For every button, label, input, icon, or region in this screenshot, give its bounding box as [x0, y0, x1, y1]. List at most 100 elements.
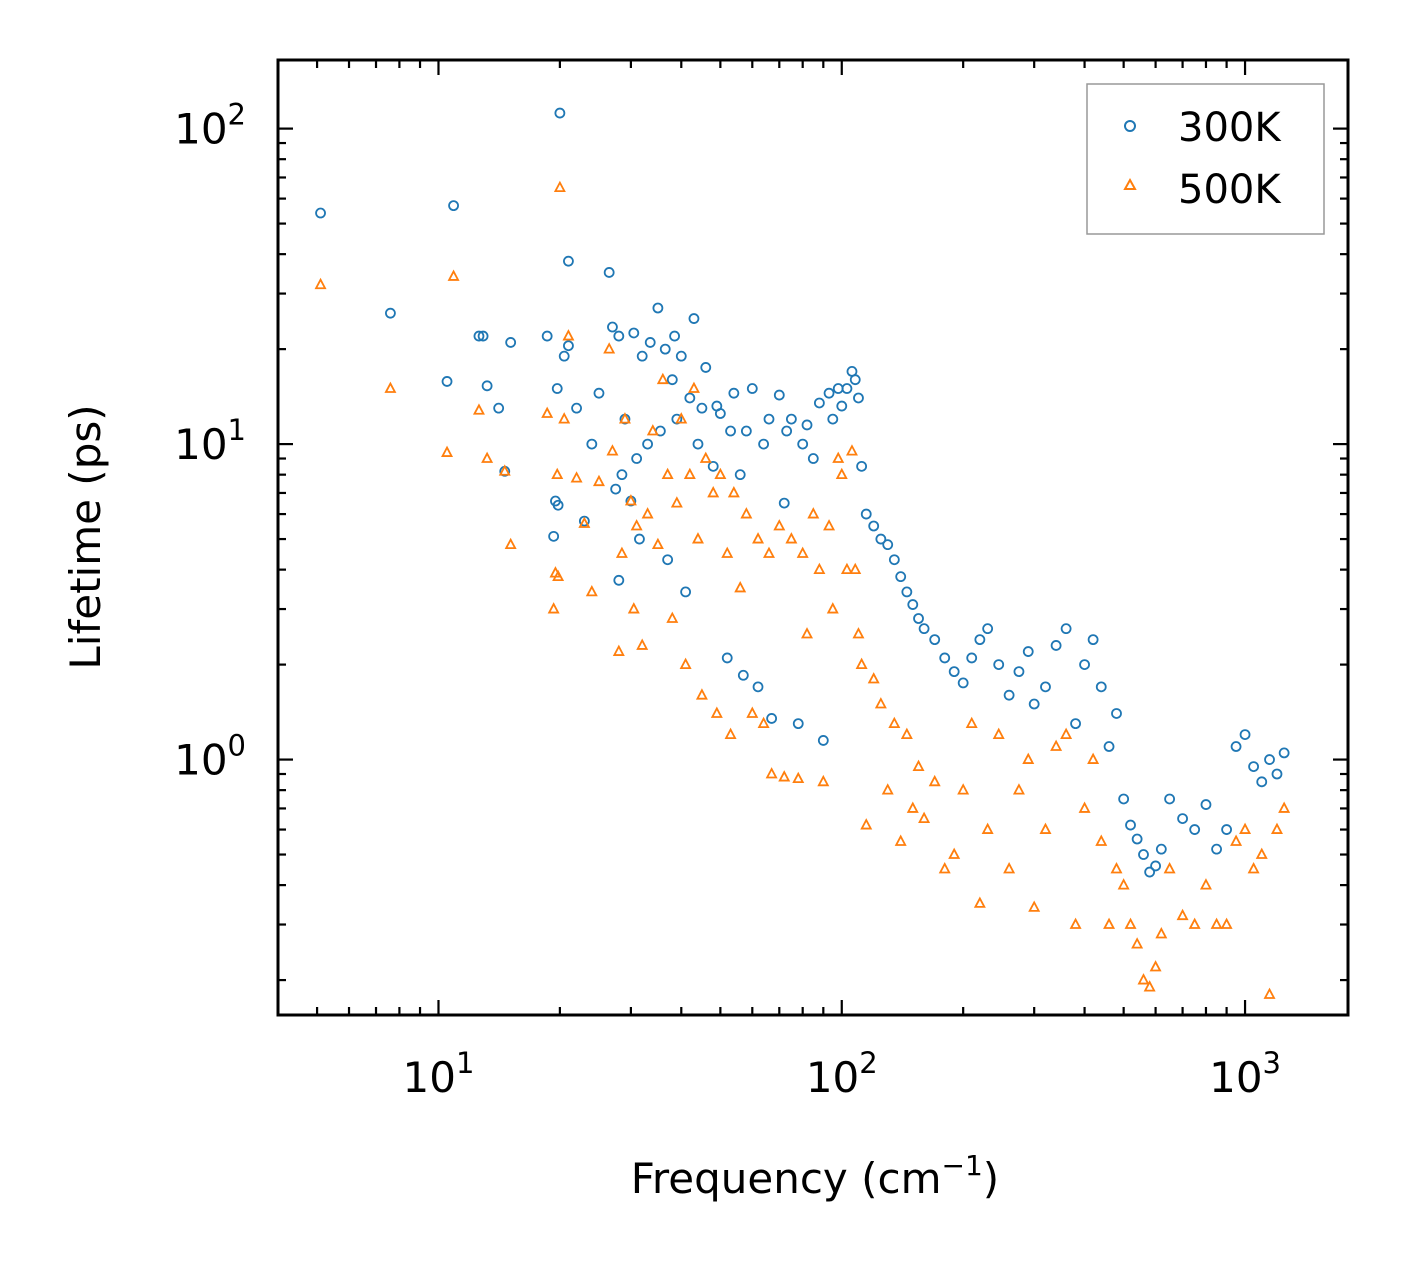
- point-300K: [1248, 761, 1259, 772]
- point-300K: [714, 408, 726, 419]
- point-300K: [1040, 681, 1051, 693]
- point-300K: [875, 533, 887, 545]
- point-500K: [813, 562, 826, 575]
- point-300K: [563, 255, 574, 267]
- point-300K: [671, 413, 683, 425]
- point-500K: [585, 584, 598, 597]
- point-300K: [773, 389, 785, 401]
- point-300K: [634, 533, 645, 545]
- x-axis-label-main: Frequency (cm: [631, 1154, 942, 1203]
- point-300K: [541, 330, 553, 342]
- point-500K: [881, 783, 894, 795]
- point-500K: [734, 581, 747, 593]
- point-500K: [1039, 822, 1052, 834]
- point-500K: [752, 532, 765, 544]
- point-500K: [965, 716, 978, 729]
- point-500K: [1110, 862, 1123, 874]
- point-300K: [836, 400, 848, 412]
- point-500K: [1050, 739, 1063, 751]
- point-300K: [913, 613, 924, 624]
- point-500K: [928, 774, 941, 787]
- point-300K: [781, 425, 793, 437]
- point-300K: [1177, 813, 1188, 824]
- point-300K: [659, 343, 671, 355]
- point-300K: [1111, 708, 1122, 719]
- point-500K: [1060, 727, 1073, 739]
- point-500K: [792, 771, 805, 784]
- point-500K: [832, 451, 845, 463]
- point-500K: [1210, 917, 1223, 929]
- point-500K: [1028, 900, 1041, 912]
- point-300K: [571, 402, 582, 414]
- point-500K: [938, 862, 951, 874]
- x-tick-label: 102: [806, 1046, 878, 1102]
- point-500K: [699, 451, 712, 463]
- point-500K: [1117, 878, 1130, 890]
- point-500K: [894, 834, 907, 846]
- point-300K: [740, 425, 752, 437]
- x-tick-label: 101: [403, 1046, 475, 1102]
- point-300K: [473, 330, 485, 342]
- point-300K: [1271, 768, 1283, 780]
- point-500K: [852, 627, 865, 639]
- point-500K: [1012, 783, 1025, 795]
- point-300K: [477, 330, 489, 342]
- point-300K: [616, 469, 628, 481]
- axis-tick-labels: 101 102 103 100 101 102: [174, 98, 1281, 1102]
- point-300K: [680, 586, 692, 598]
- point-500K: [691, 532, 704, 544]
- point-500K: [948, 847, 961, 859]
- point-300K: [448, 200, 459, 212]
- point-500K: [646, 424, 659, 436]
- point-500K: [1003, 862, 1016, 874]
- legend-frame: [1086, 83, 1325, 235]
- point-500K: [1263, 987, 1276, 999]
- point-500K: [1255, 847, 1268, 859]
- point-300K: [746, 383, 758, 394]
- point-500K: [651, 537, 664, 550]
- point-500K: [807, 507, 820, 519]
- point-500K: [888, 716, 901, 729]
- point-300K: [888, 554, 900, 566]
- legend-marker-300K: [1124, 120, 1136, 132]
- axis-ticks: [276, 60, 1348, 1015]
- legend: 300K 500K: [1086, 83, 1325, 235]
- point-500K: [481, 451, 494, 463]
- point-300K: [1003, 689, 1015, 701]
- y-tick-label: 102: [174, 98, 246, 154]
- point-500K: [845, 444, 858, 456]
- point-500K: [558, 412, 571, 424]
- point-300K: [652, 302, 664, 314]
- point-500K: [618, 412, 631, 424]
- point-500K: [1199, 878, 1212, 890]
- y-tick-label: 100: [174, 729, 246, 785]
- point-300K: [807, 453, 819, 464]
- point-300K: [766, 713, 778, 724]
- point-300K: [613, 330, 625, 342]
- point-300K: [481, 380, 493, 392]
- point-500K: [552, 569, 565, 582]
- point-500K: [773, 519, 786, 531]
- point-300K: [644, 337, 656, 348]
- point-500K: [1087, 752, 1100, 764]
- point-500K: [1103, 917, 1116, 929]
- point-500K: [1278, 801, 1291, 813]
- point-300K: [631, 453, 643, 464]
- point-500K: [683, 467, 696, 480]
- point-300K: [1103, 741, 1115, 752]
- point-500K: [1095, 834, 1108, 846]
- point-300K: [817, 735, 829, 746]
- point-300K: [1256, 776, 1268, 788]
- point-300K: [441, 376, 453, 387]
- point-300K: [853, 392, 864, 404]
- point-500K: [661, 467, 674, 480]
- point-500K: [1270, 822, 1283, 834]
- point-500K: [778, 770, 791, 782]
- legend-marker-500K: [1123, 177, 1137, 190]
- point-500K: [817, 774, 830, 787]
- point-500K: [570, 471, 583, 483]
- point-500K: [849, 562, 862, 575]
- point-300K: [939, 652, 951, 664]
- point-500K: [724, 727, 737, 739]
